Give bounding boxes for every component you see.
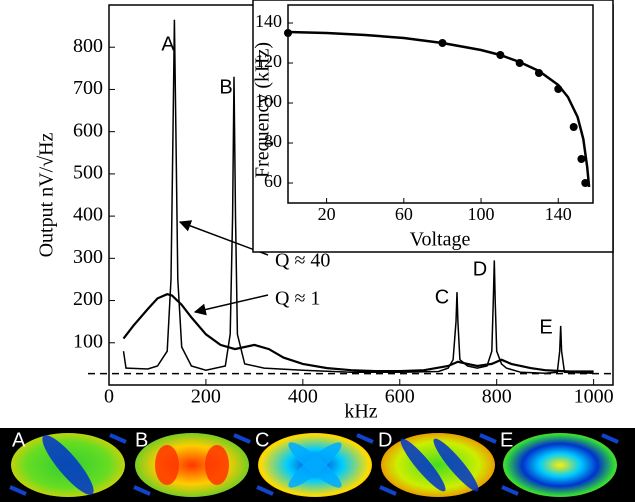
- electrode: [133, 485, 151, 496]
- y-tick-label: 800: [73, 35, 103, 57]
- peak-label: B: [219, 76, 232, 98]
- y-tick-label: 200: [73, 288, 103, 310]
- y-tick-label: 400: [73, 204, 103, 226]
- y-tick-label: 300: [73, 246, 103, 268]
- peak-label: E: [539, 316, 552, 338]
- y-tick-label: 700: [73, 77, 103, 99]
- data-line: [122, 293, 594, 373]
- y-tick-label: 600: [73, 119, 103, 141]
- x-tick-label: 400: [288, 386, 318, 408]
- electrode: [501, 485, 519, 496]
- electrode: [233, 433, 251, 444]
- x-axis-label: kHz: [344, 401, 377, 423]
- electrode: [9, 485, 27, 496]
- x-tick-label: 600: [385, 386, 415, 408]
- data-point: [577, 155, 586, 163]
- main-chart: 0 200 400 600 800 1000 100 200 300 400 500 600 700 80…: [36, 4, 614, 423]
- y-tick-label: 60: [264, 171, 282, 191]
- x-tick-label: 200: [191, 386, 221, 408]
- x-tick-label: 20: [318, 204, 336, 224]
- electrode: [256, 485, 274, 496]
- x-axis-label: Voltage: [410, 229, 471, 251]
- y-tick-label: 500: [73, 161, 103, 183]
- x-tick-label: 1000: [574, 386, 614, 408]
- mode-node: [155, 445, 179, 485]
- x-tick-label: 140: [545, 204, 572, 224]
- electrode: [356, 433, 374, 444]
- mode-shape: [503, 433, 617, 497]
- electrode: [379, 485, 397, 496]
- x-tick-label: 60: [395, 204, 413, 224]
- mode-label: D: [378, 429, 392, 451]
- y-axis-label: Output nV/√Hz: [36, 132, 58, 257]
- electrode: [109, 433, 127, 444]
- peak-label: C: [435, 286, 449, 308]
- mode-node: [288, 442, 342, 488]
- y-tick-label: 100: [255, 91, 282, 111]
- mode-node: [400, 438, 446, 492]
- mode-label: E: [500, 429, 513, 451]
- y-tick-label: 80: [264, 131, 282, 151]
- electrode: [601, 433, 619, 444]
- mode-label: A: [12, 429, 26, 451]
- mode-shape: [135, 433, 249, 497]
- y-axis-label: Frequency (kHz): [252, 42, 274, 178]
- y-tick-label: 120: [255, 51, 282, 71]
- mode-shapes: A B C D E: [0, 428, 635, 502]
- mode-label: B: [135, 429, 148, 451]
- inset-chart: 20 60 100 140 60 80 100 120 140 Voltage Frequency …: [252, 0, 614, 253]
- mode-node: [42, 435, 94, 495]
- annotation: Q ≈ 1: [275, 288, 320, 310]
- x-tick-label: 800: [482, 386, 512, 408]
- x-tick-label: 100: [468, 204, 495, 224]
- electrode: [479, 433, 497, 444]
- x-tick-label: 0: [104, 386, 114, 408]
- peak-label: A: [161, 33, 175, 55]
- peak-label: D: [473, 258, 487, 280]
- inset-frame: [287, 4, 594, 204]
- mode-node: [205, 445, 229, 485]
- data-line: [122, 19, 594, 374]
- data-point: [569, 123, 578, 131]
- mode-label: C: [255, 429, 269, 451]
- annotation-arrow: [193, 294, 269, 316]
- y-tick-label: 140: [255, 11, 282, 31]
- mode-node: [433, 438, 479, 492]
- y-tick-label: 100: [73, 330, 103, 352]
- annotation: Q ≈ 40: [275, 250, 330, 272]
- data-line: [287, 30, 591, 188]
